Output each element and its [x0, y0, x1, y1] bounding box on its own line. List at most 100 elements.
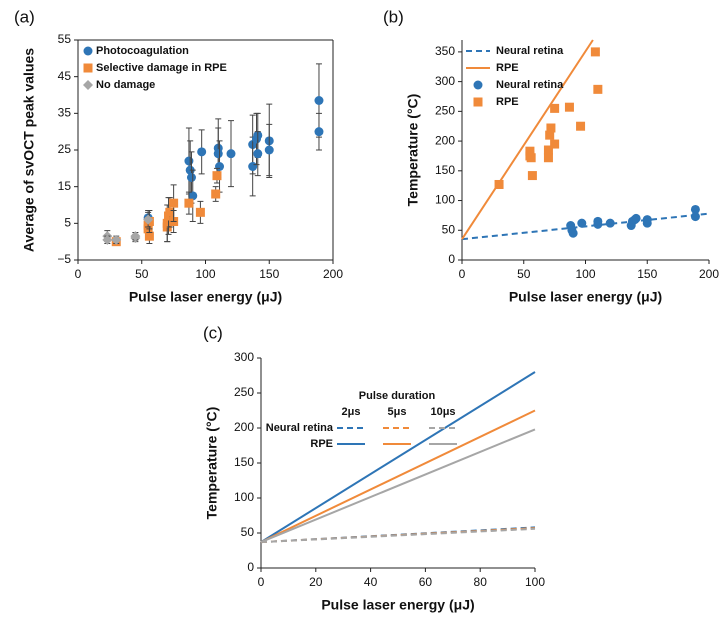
data-point	[543, 153, 553, 163]
data-point	[111, 234, 122, 245]
x-axis-title: Pulse laser energy (μJ)	[509, 289, 662, 305]
y-tick-label: 25	[58, 142, 72, 156]
data-point	[102, 234, 113, 245]
data-point	[188, 191, 198, 201]
y-tick-label: 50	[442, 222, 456, 236]
data-point	[543, 145, 553, 155]
data-point	[564, 102, 574, 112]
data-point	[605, 218, 615, 228]
data-point	[184, 156, 194, 166]
legend-column: 2μs	[342, 406, 361, 418]
data-line	[260, 409, 536, 544]
y-tick-label: 35	[58, 106, 72, 120]
data-point	[526, 153, 536, 163]
legend-swatch	[83, 46, 93, 56]
data-point	[690, 212, 700, 222]
data-point	[314, 127, 324, 137]
data-point	[197, 147, 207, 157]
y-tick-label: −5	[57, 252, 71, 266]
data-point	[195, 207, 205, 217]
data-point	[130, 231, 141, 242]
y-tick-label: 250	[435, 104, 455, 118]
data-point	[213, 149, 223, 159]
legend-label: Neural retina	[496, 45, 564, 57]
data-point	[550, 139, 560, 149]
data-point	[545, 130, 555, 140]
data-point	[631, 213, 641, 223]
y-tick-label: 5	[64, 216, 71, 230]
legend-swatch	[473, 80, 483, 90]
data-point	[144, 231, 154, 241]
data-point	[550, 103, 560, 113]
x-tick-label: 50	[135, 267, 149, 281]
legend-label: No damage	[96, 79, 155, 91]
x-tick-label: 50	[517, 267, 531, 281]
y-tick-label: 100	[435, 193, 455, 207]
legend-column: 10μs	[430, 406, 455, 418]
data-point	[143, 214, 154, 225]
x-tick-label: 150	[637, 267, 657, 281]
y-axis-title: Temperature (°C)	[405, 94, 421, 207]
x-axis-title: Pulse laser energy (μJ)	[129, 289, 282, 305]
legend-column: 5μs	[388, 406, 407, 418]
data-point	[186, 173, 196, 182]
x-tick-label: 80	[474, 575, 488, 589]
y-tick-label: 100	[234, 490, 254, 504]
legend-label: RPE	[496, 62, 519, 74]
data-point	[525, 146, 535, 156]
data-point	[568, 228, 578, 238]
y-tick-label: 200	[435, 133, 455, 147]
legend-label: Selective damage in RPE	[96, 62, 227, 74]
data-point	[211, 189, 221, 199]
panel-label: (a)	[14, 7, 35, 26]
legend-row: Neural retina	[266, 422, 334, 434]
y-tick-label: 300	[435, 74, 455, 88]
data-point	[593, 84, 603, 94]
data-point	[212, 171, 222, 181]
data-point	[494, 179, 504, 189]
x-tick-label: 20	[309, 575, 323, 589]
data-point	[226, 149, 236, 159]
data-line	[260, 428, 536, 544]
data-point	[593, 216, 603, 226]
y-axis-title: Temperature (°C)	[204, 407, 220, 520]
y-tick-label: 150	[234, 455, 254, 469]
y-tick-label: 350	[435, 44, 455, 58]
x-tick-label: 100	[195, 267, 215, 281]
data-point	[184, 198, 194, 208]
y-tick-label: 55	[58, 32, 72, 46]
data-point	[527, 171, 537, 181]
data-point	[248, 162, 258, 171]
data-point	[642, 215, 652, 225]
legend-title: Pulse duration	[359, 390, 436, 402]
x-tick-label: 40	[364, 575, 378, 589]
x-tick-label: 0	[75, 267, 82, 281]
data-line	[260, 371, 536, 543]
data-point	[169, 198, 179, 208]
y-tick-label: 15	[58, 179, 72, 193]
legend-swatch	[83, 63, 93, 73]
data-point	[577, 218, 587, 228]
x-tick-label: 0	[459, 267, 466, 281]
data-point	[253, 149, 263, 159]
data-point	[590, 47, 600, 57]
panel-label: (b)	[383, 7, 404, 26]
data-point	[264, 145, 274, 155]
data-line	[461, 39, 594, 240]
data-point	[314, 96, 324, 105]
y-tick-label: 0	[448, 252, 455, 266]
y-tick-label: 0	[247, 560, 254, 574]
x-tick-label: 200	[323, 267, 343, 281]
data-line	[260, 527, 536, 544]
data-point	[165, 207, 175, 217]
y-tick-label: 150	[435, 163, 455, 177]
x-axis-title: Pulse laser energy (μJ)	[321, 597, 474, 613]
y-tick-label: 300	[234, 350, 254, 364]
data-point	[690, 204, 700, 214]
legend-swatch	[83, 80, 93, 90]
x-tick-label: 60	[419, 575, 433, 589]
x-tick-label: 0	[258, 575, 265, 589]
panel-label: (c)	[203, 323, 223, 342]
data-point	[546, 123, 556, 133]
y-tick-label: 250	[234, 385, 254, 399]
